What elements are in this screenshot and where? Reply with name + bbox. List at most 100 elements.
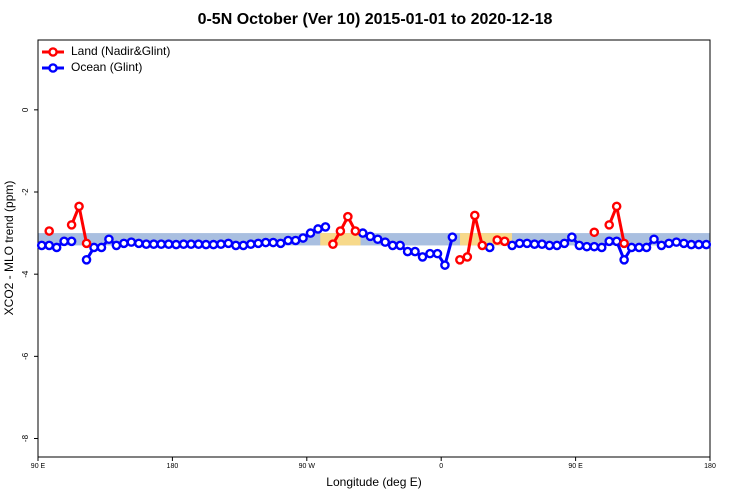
point	[552, 240, 562, 251]
point	[686, 239, 697, 250]
y-tick-label: 0	[21, 107, 30, 112]
point	[544, 240, 555, 251]
point	[320, 222, 331, 232]
point	[604, 220, 615, 230]
chart-title: 0-5N October (Ver 10) 2015-01-01 to 2020…	[198, 11, 553, 28]
y-tick-label: -8	[21, 434, 30, 442]
point	[111, 240, 122, 251]
point	[245, 239, 256, 249]
point	[611, 236, 622, 247]
point	[178, 239, 189, 249]
point	[589, 227, 600, 238]
point	[59, 236, 69, 247]
x-tick-label: 180	[167, 463, 179, 470]
point	[619, 238, 629, 249]
point	[268, 237, 279, 248]
point	[163, 239, 174, 249]
point	[596, 242, 607, 253]
point	[81, 238, 92, 249]
point	[156, 239, 166, 249]
point	[126, 237, 137, 247]
point	[283, 235, 293, 246]
point	[201, 239, 211, 250]
point	[447, 232, 458, 243]
point	[305, 228, 316, 238]
point	[514, 238, 525, 249]
point	[694, 239, 704, 250]
point	[350, 226, 361, 236]
point	[51, 242, 62, 253]
point	[529, 239, 540, 249]
point	[186, 239, 196, 249]
point	[462, 252, 473, 262]
point	[649, 234, 659, 245]
y-tick-label: -6	[21, 352, 30, 360]
legend-label: Ocean (Glint)	[71, 60, 142, 74]
point	[290, 235, 301, 246]
y-axis-label: XCO2 - MLO trend (ppm)	[2, 181, 16, 316]
point	[492, 235, 503, 245]
point	[193, 239, 204, 249]
point	[89, 242, 99, 253]
point	[231, 240, 241, 251]
x-tick-label: 0	[439, 463, 443, 470]
point	[417, 252, 428, 262]
point	[507, 240, 517, 251]
point	[641, 242, 652, 253]
point	[133, 238, 144, 249]
point	[81, 254, 92, 265]
point	[574, 240, 585, 251]
point	[238, 240, 249, 251]
point	[74, 201, 84, 212]
point	[522, 238, 532, 249]
point	[469, 210, 480, 221]
point	[656, 240, 667, 251]
point	[44, 240, 55, 251]
point	[499, 236, 510, 247]
point	[432, 248, 443, 259]
point	[298, 233, 308, 243]
point	[66, 236, 77, 247]
point	[313, 224, 323, 234]
point	[36, 240, 47, 251]
point	[611, 201, 622, 212]
point	[387, 240, 398, 251]
point	[260, 237, 271, 248]
point	[216, 239, 226, 249]
point	[395, 240, 405, 251]
point	[619, 254, 629, 265]
x-tick-label: 180	[704, 463, 716, 470]
y-tick-label: -2	[21, 188, 30, 196]
point	[335, 226, 346, 236]
point	[96, 242, 107, 253]
x-tick-label: 90 E	[31, 463, 46, 470]
legend-marker	[48, 47, 58, 57]
point	[66, 220, 77, 230]
point	[559, 238, 570, 249]
point	[148, 239, 159, 249]
point	[567, 232, 577, 243]
x-tick-label: 90 W	[299, 463, 316, 470]
point	[372, 234, 383, 245]
point	[275, 238, 286, 249]
point	[141, 239, 152, 249]
point	[104, 234, 114, 245]
point	[208, 239, 219, 250]
point	[671, 237, 682, 247]
point	[604, 236, 615, 247]
point	[343, 211, 353, 222]
point	[626, 242, 637, 253]
point	[365, 231, 376, 242]
point	[223, 238, 234, 249]
point	[440, 260, 450, 270]
point	[589, 241, 600, 252]
x-tick-label: 90 E	[568, 463, 583, 470]
point	[44, 226, 55, 236]
point	[679, 238, 689, 249]
point	[484, 242, 495, 253]
point	[664, 238, 674, 249]
point	[537, 239, 547, 249]
x-axis-label: Longitude (deg E)	[326, 475, 421, 489]
point	[425, 248, 435, 259]
